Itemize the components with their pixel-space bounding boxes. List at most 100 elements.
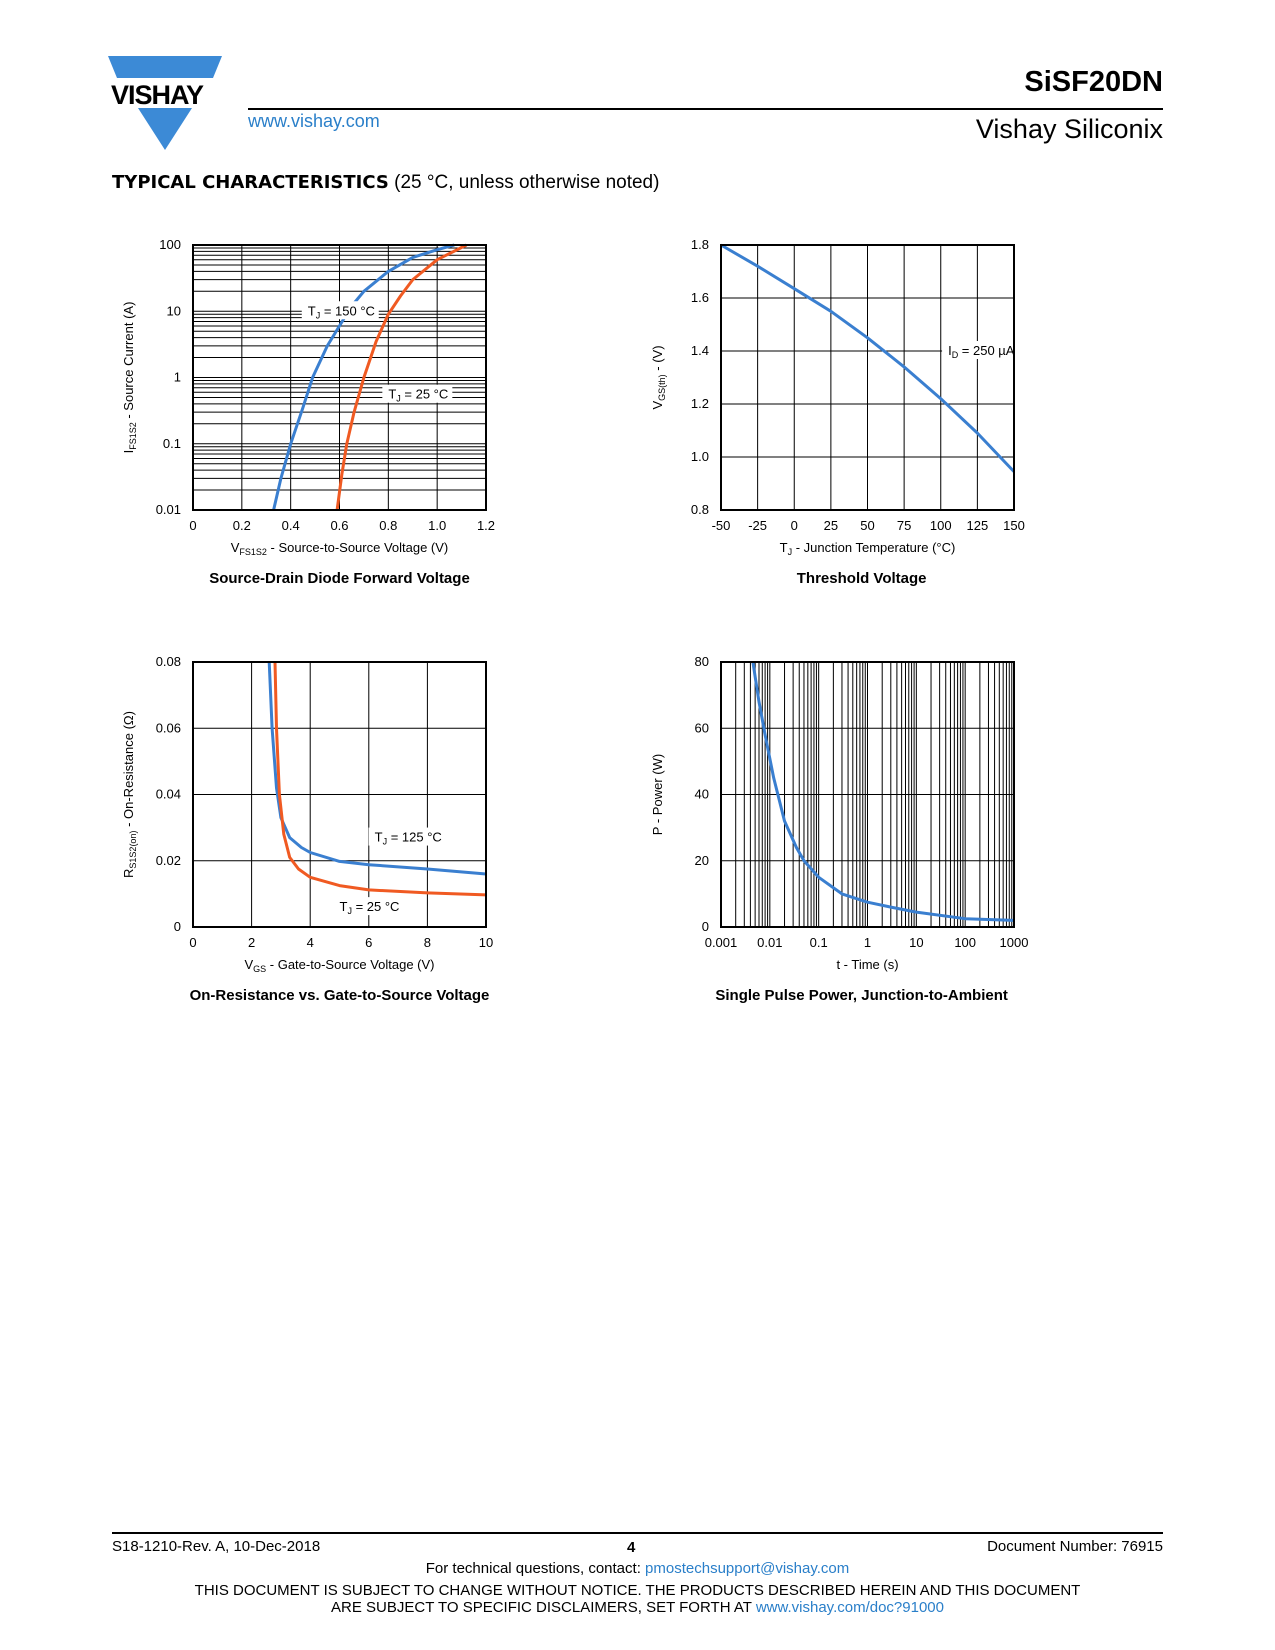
x-tick-label: 0.01 <box>757 935 782 950</box>
y-tick-label: 1.6 <box>691 290 709 305</box>
x-tick-label: 75 <box>897 518 911 533</box>
x-tick-label: 25 <box>824 518 838 533</box>
contact-email-link[interactable]: pmostechsupport@vishay.com <box>645 1560 850 1577</box>
y-tick-label: 1.2 <box>691 396 709 411</box>
y-tick-label: 0.04 <box>156 787 181 802</box>
x-tick-label: 100 <box>954 935 976 950</box>
legend-label-bg <box>333 897 404 916</box>
x-tick-label: 0.1 <box>810 935 828 950</box>
plot-frame <box>192 661 487 928</box>
chart-title: Single Pulse Power, Junction-to-Ambient <box>715 987 1008 1004</box>
chart-title: On-Resistance vs. Gate-to-Source Voltage <box>190 987 490 1004</box>
y-tick-label: 80 <box>695 654 709 669</box>
x-tick-label: 0 <box>189 518 196 533</box>
series-line <box>335 243 468 511</box>
plot-frame <box>192 244 487 511</box>
x-tick-label: 1000 <box>1000 935 1029 950</box>
plot-frame <box>720 244 1015 511</box>
legend-label-bg <box>382 384 453 403</box>
x-tick-label: 125 <box>967 518 989 533</box>
vishay-logo <box>108 56 222 150</box>
y-tick-label: 0 <box>702 919 709 934</box>
y-tick-label: 0 <box>174 919 181 934</box>
company-name: Vishay Siliconix <box>975 114 1163 144</box>
x-tick-label: -50 <box>712 518 731 533</box>
contact-line: For technical questions, contact: pmoste… <box>0 1560 1275 1577</box>
revision: S18-1210-Rev. A, 10-Dec-2018 <box>112 1538 321 1555</box>
disclaimer-line-2: ARE SUBJECT TO SPECIFIC DISCLAIMERS, SET… <box>0 1599 1275 1616</box>
series-line <box>273 661 487 897</box>
x-tick-label: -25 <box>748 518 767 533</box>
legend-label-bg <box>942 341 1020 359</box>
series-label: TJ = 150 °C <box>308 303 375 320</box>
brand-wordmark: VISHAY <box>111 80 204 110</box>
y-tick-label: 20 <box>695 853 709 868</box>
y-tick-label: 0.01 <box>156 502 181 517</box>
y-tick-label: 40 <box>695 787 709 802</box>
plot-frame <box>720 661 1015 928</box>
series-label: TJ = 25 °C <box>388 387 448 404</box>
disclaimer-text: ARE SUBJECT TO SPECIFIC DISCLAIMERS, SET… <box>331 1599 756 1616</box>
y-tick-label: 1.8 <box>691 237 709 252</box>
x-axis-label: t - Time (s) <box>836 957 898 972</box>
x-tick-label: 0 <box>189 935 196 950</box>
series-line <box>720 243 1016 473</box>
y-axis-label: VGS(th) - (V) <box>650 345 667 409</box>
y-tick-label: 60 <box>695 720 709 735</box>
chart-4: 0.001 0.01 0.1 1 10 100 1000 0 20 40 60 80 t - Time … <box>650 654 1028 1004</box>
y-axis-label: P - Power (W) <box>650 754 665 835</box>
document-number: Document Number: 76915 <box>987 1538 1163 1555</box>
header-divider <box>248 108 1163 110</box>
y-tick-label: 100 <box>159 237 181 252</box>
series-label: TJ = 25 °C <box>340 899 400 916</box>
x-tick-label: 8 <box>424 935 431 950</box>
section-note: (25 °C, unless otherwise noted) <box>388 172 660 193</box>
x-tick-label: 1.0 <box>428 518 446 533</box>
x-tick-label: 50 <box>860 518 874 533</box>
contact-label: For technical questions, contact: <box>425 1560 646 1577</box>
series-label: ID = 250 µA <box>948 343 1015 360</box>
section-heading: TYPICAL CHARACTERISTICS (25 °C, unless o… <box>112 172 659 194</box>
footer-divider <box>112 1532 1163 1534</box>
y-tick-label: 1.4 <box>691 343 709 358</box>
disclaimer-link[interactable]: www.vishay.com/doc?91000 <box>755 1599 944 1616</box>
x-tick-label: 150 <box>1003 518 1025 533</box>
legend-label-bg <box>368 827 446 846</box>
x-tick-label: 1 <box>864 935 871 950</box>
series-line <box>272 243 455 511</box>
chart-3: 0 2 4 6 8 10 0 0.02 0.04 0.06 0.08 TJ = 125 °C TJ = … <box>121 654 493 1004</box>
x-tick-label: 0.001 <box>705 935 738 950</box>
x-tick-label: 6 <box>365 935 372 950</box>
series-line <box>267 661 487 876</box>
y-tick-label: 0.1 <box>163 436 181 451</box>
y-tick-label: 10 <box>167 303 181 318</box>
x-tick-label: 10 <box>479 935 493 950</box>
x-tick-label: 0 <box>791 518 798 533</box>
y-tick-label: 1.0 <box>691 449 709 464</box>
y-axis-label: IFS1S2 - Source Current (A) <box>121 302 138 454</box>
x-tick-label: 0.2 <box>233 518 251 533</box>
y-tick-label: 0.8 <box>691 502 709 517</box>
x-axis-label: VFS1S2 - Source-to-Source Voltage (V) <box>231 540 449 557</box>
y-tick-label: 0.08 <box>156 654 181 669</box>
page-number: 4 <box>627 1539 636 1556</box>
x-tick-label: 10 <box>909 935 923 950</box>
x-tick-label: 0.6 <box>330 518 348 533</box>
y-tick-label: 1 <box>174 370 181 385</box>
website-link[interactable]: www.vishay.com <box>248 111 380 131</box>
x-tick-label: 0.4 <box>282 518 300 533</box>
section-title: TYPICAL CHARACTERISTICS <box>112 172 389 193</box>
series-line <box>751 661 1015 922</box>
chart-title: Threshold Voltage <box>797 570 927 587</box>
x-tick-label: 2 <box>248 935 255 950</box>
x-tick-label: 100 <box>930 518 952 533</box>
legend-label-bg <box>301 301 379 320</box>
x-axis-label: TJ - Junction Temperature (°C) <box>780 540 956 557</box>
part-number: SiSF20DN <box>1024 66 1163 98</box>
x-axis-label: VGS - Gate-to-Source Voltage (V) <box>244 957 434 974</box>
series-label: TJ = 125 °C <box>375 830 442 847</box>
chart-1: 0 0.2 0.4 0.6 0.8 1.0 1.2 0.01 0.1 1 10 100 TJ = 150… <box>121 237 495 587</box>
chart-title: Source-Drain Diode Forward Voltage <box>209 570 470 587</box>
y-axis-label: RS1S2(on) - On-Resistance (Ω) <box>121 711 138 878</box>
